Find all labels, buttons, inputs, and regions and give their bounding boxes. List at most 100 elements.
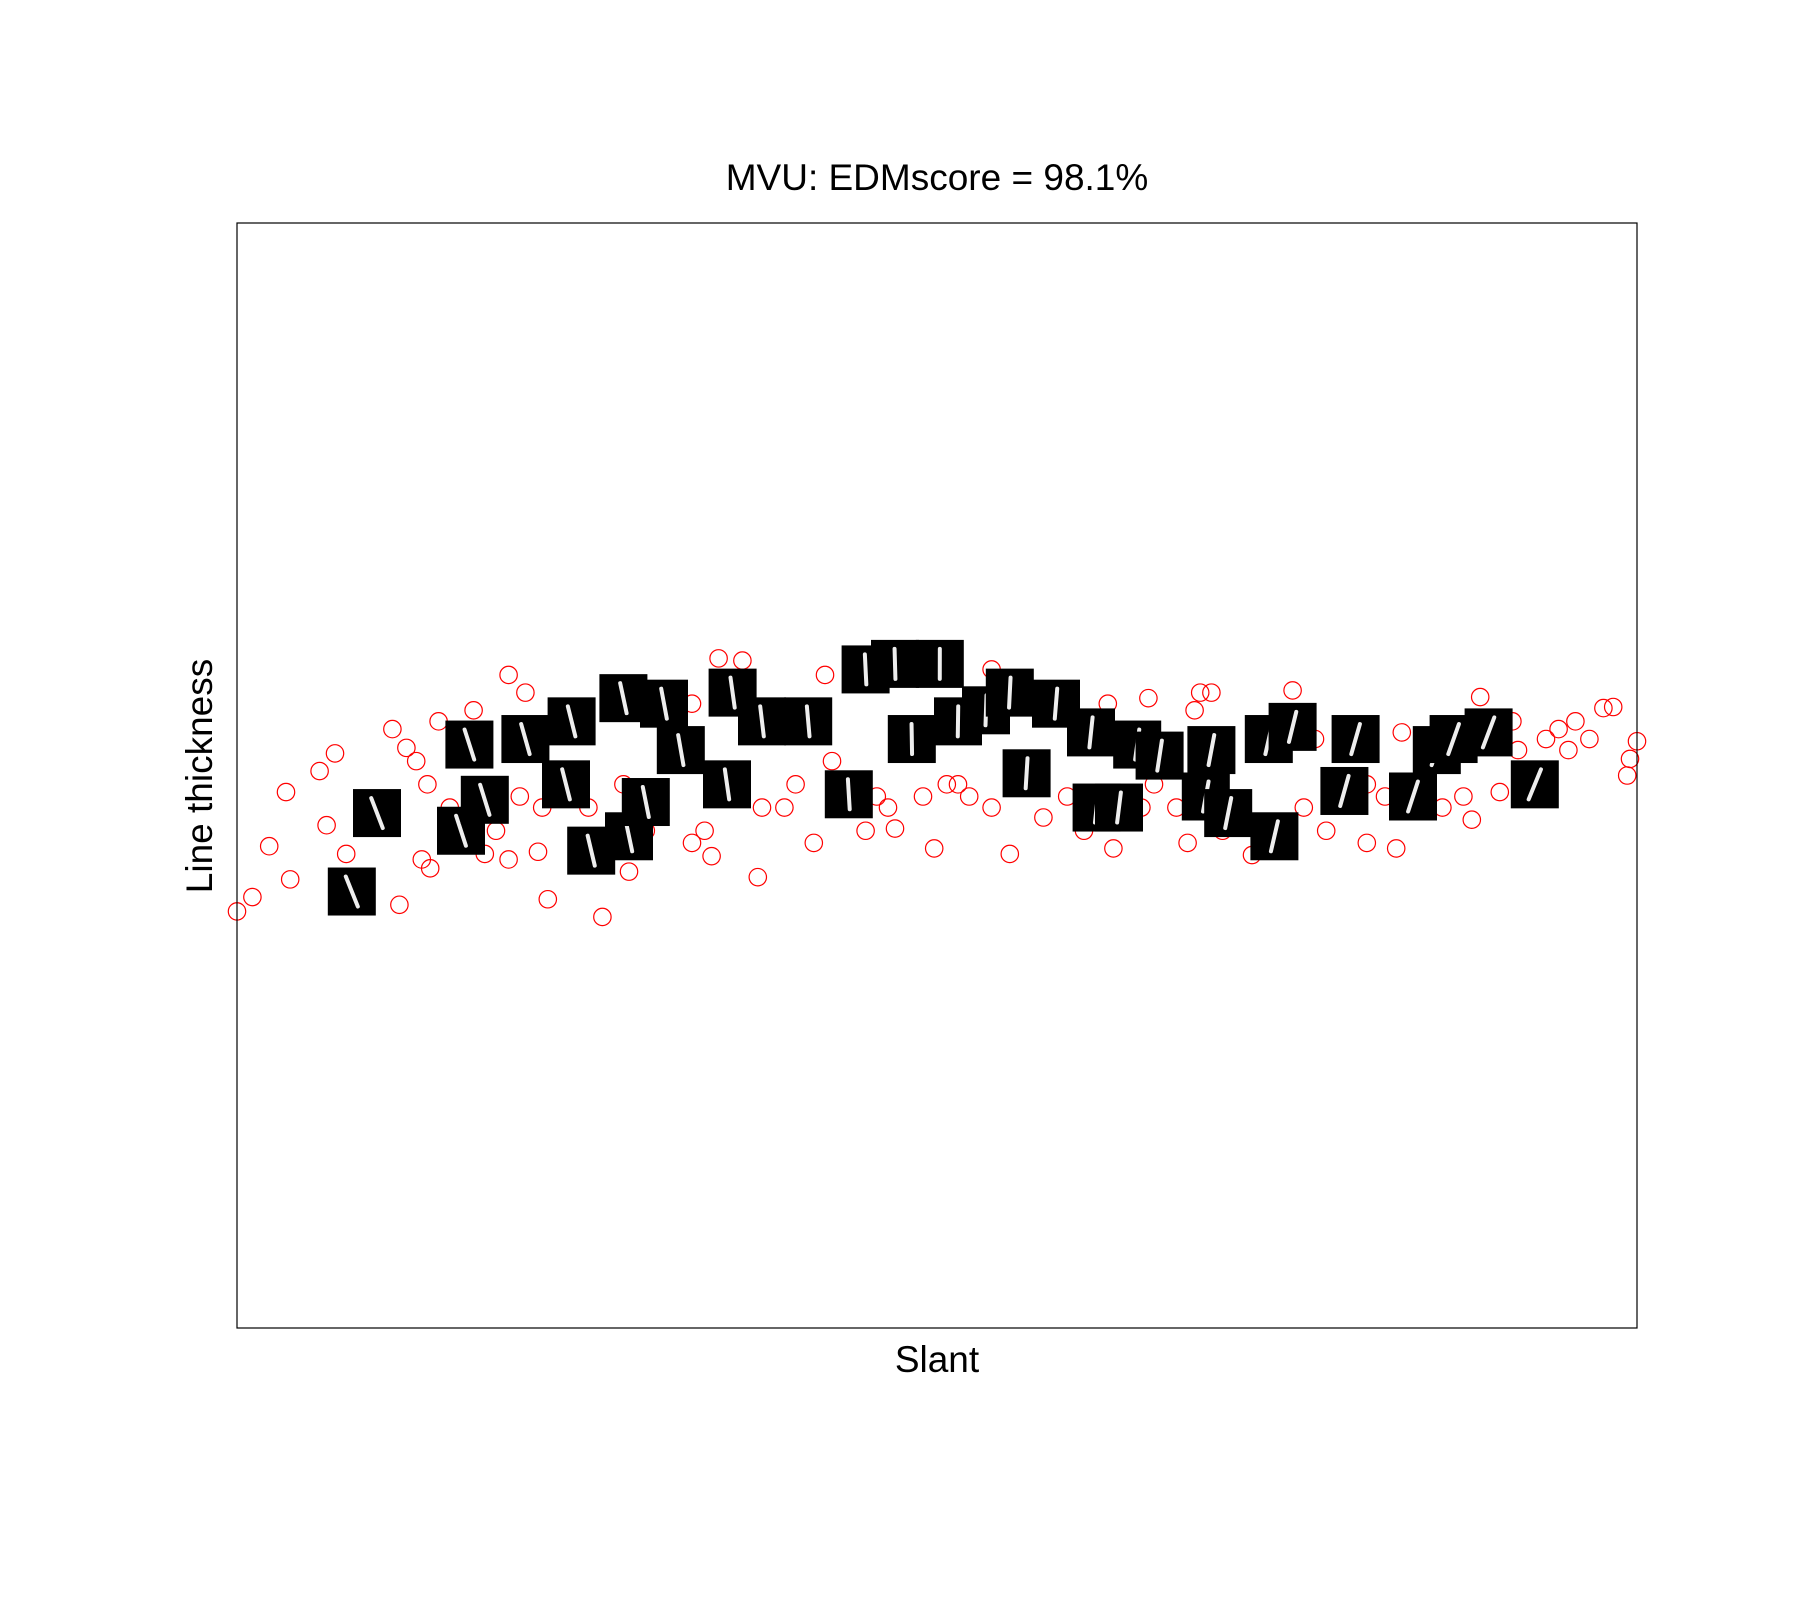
point [1595, 699, 1612, 716]
point [408, 752, 425, 769]
digit-thumbnail [657, 726, 705, 774]
point [384, 720, 401, 737]
point [703, 847, 720, 864]
point [710, 650, 727, 667]
point [311, 762, 328, 779]
digit-stroke [895, 649, 896, 679]
point [1284, 682, 1301, 699]
point [1455, 788, 1472, 805]
point [696, 822, 713, 839]
digit-stroke [1055, 689, 1057, 719]
digit-thumbnail [461, 776, 509, 824]
point [620, 863, 637, 880]
digit-thumbnail [328, 868, 376, 916]
point [816, 666, 833, 683]
digit-thumbnail [1320, 767, 1368, 815]
digit-stroke [1026, 758, 1028, 788]
point [430, 713, 447, 730]
point [949, 776, 966, 793]
point [1560, 741, 1577, 758]
point [529, 843, 546, 860]
point [1472, 688, 1489, 705]
digit-thumbnail [1269, 703, 1317, 751]
point [1179, 834, 1196, 851]
point [326, 745, 343, 762]
point [914, 788, 931, 805]
point [500, 851, 517, 868]
point [391, 896, 408, 913]
point [823, 752, 840, 769]
digit-thumbnail [738, 697, 786, 745]
digit-thumbnail [1187, 726, 1235, 774]
digit-thumbnail [548, 697, 596, 745]
point [926, 840, 943, 857]
point [465, 702, 482, 719]
point [1393, 724, 1410, 741]
point [338, 845, 355, 862]
digit-thumbnail [1465, 708, 1513, 756]
point [1619, 767, 1636, 784]
point [1581, 730, 1598, 747]
point [419, 776, 436, 793]
point [487, 822, 504, 839]
digit-stroke [1009, 678, 1010, 708]
digit-thumbnail [1389, 772, 1437, 820]
digit-thumbnail [1332, 715, 1380, 763]
digit-thumbnail [1204, 789, 1252, 837]
point [511, 788, 528, 805]
point [961, 788, 978, 805]
point [318, 817, 335, 834]
point [805, 834, 822, 851]
digit-thumbnail [622, 778, 670, 826]
digit-stroke [848, 779, 850, 809]
point [517, 684, 534, 701]
point [398, 739, 415, 756]
digit-thumbnail [784, 697, 832, 745]
digit-stroke [912, 724, 913, 754]
point [1105, 840, 1122, 857]
digit-thumbnail [1250, 812, 1298, 860]
digit-thumbnail [871, 640, 919, 688]
point [1388, 840, 1405, 857]
point [1035, 809, 1052, 826]
point [1186, 702, 1203, 719]
digit-thumbnail [1095, 784, 1143, 832]
point [1537, 730, 1554, 747]
point [938, 776, 955, 793]
digit-thumbnail [916, 640, 964, 688]
point [1491, 783, 1508, 800]
digit-thumbnail [888, 715, 936, 763]
point [1550, 720, 1567, 737]
point [734, 652, 751, 669]
point [776, 799, 793, 816]
digit-thumbnail [501, 715, 549, 763]
digit-thumbnail [825, 770, 873, 818]
point [1567, 713, 1584, 730]
point [749, 868, 766, 885]
point [1001, 845, 1018, 862]
point [1358, 834, 1375, 851]
point [879, 799, 896, 816]
point [1203, 684, 1220, 701]
digit-stroke [807, 706, 810, 736]
point [857, 822, 874, 839]
point [1621, 750, 1638, 767]
point [261, 838, 278, 855]
point [539, 891, 556, 908]
point [282, 871, 299, 888]
point [1318, 822, 1335, 839]
point [500, 666, 517, 683]
digit-thumbnail [445, 721, 493, 769]
point [886, 820, 903, 837]
point [983, 799, 1000, 816]
digit-thumbnail [1067, 708, 1115, 756]
point [1463, 811, 1480, 828]
point [1605, 698, 1622, 715]
point [277, 783, 294, 800]
point [594, 908, 611, 925]
digit-thumbnail [703, 760, 751, 808]
y-axis-label: Line thickness [179, 659, 220, 893]
point [753, 799, 770, 816]
chart-title: MVU: EDMscore = 98.1% [726, 157, 1149, 198]
